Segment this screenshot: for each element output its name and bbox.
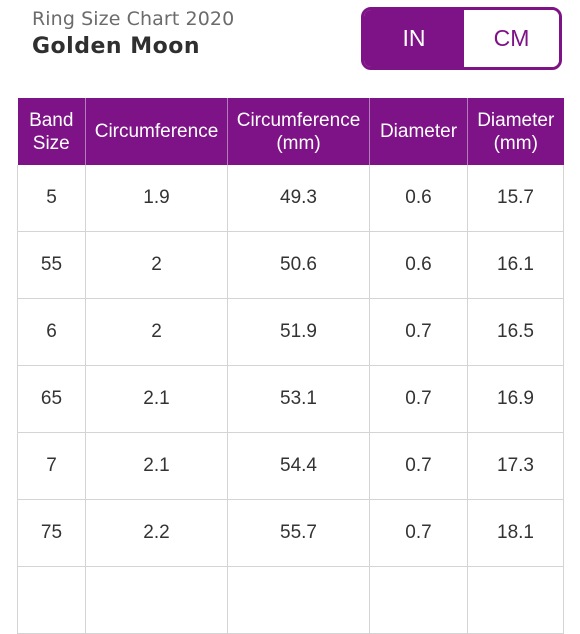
column-header-line: Diameter	[379, 121, 458, 142]
circumference-mm-cell: 55.7	[227, 499, 370, 567]
band-size-cell	[17, 566, 86, 634]
column-header-line: Diameter	[477, 109, 555, 131]
diameter-cell	[369, 566, 468, 634]
circumference-mm-cell	[227, 566, 370, 634]
column-header-line: (mm)	[493, 132, 538, 154]
circumference-mm-cell: 49.3	[227, 165, 370, 232]
circumference-cell	[85, 566, 228, 634]
circumference-cell: 2	[85, 298, 228, 366]
table-row	[17, 566, 564, 634]
band-size-cell: 55	[17, 231, 86, 299]
circumference-cell: 2.1	[85, 365, 228, 433]
diameter-mm-cell	[467, 566, 564, 634]
column-header-line: Band	[29, 109, 74, 131]
diameter-cell: 0.6	[369, 231, 468, 299]
band-size-cell: 7	[17, 432, 86, 500]
band-size-cell: 6	[17, 298, 86, 366]
column-header-line: Circumference	[236, 109, 361, 131]
circumference-cell: 2.1	[85, 432, 228, 500]
diameter-mm-cell: 16.5	[467, 298, 564, 366]
table-row: 5 1.9 49.3 0.6 15.7	[17, 165, 564, 232]
diameter-cell: 0.7	[369, 499, 468, 567]
circumference-mm-cell: 54.4	[227, 432, 370, 500]
chart-subtitle: Ring Size Chart 2020	[32, 8, 235, 30]
table-body: 5 1.9 49.3 0.6 15.7 55 2 50.6 0.6 16.1 6 2 51.9 0.7 16…	[17, 165, 564, 634]
band-size-cell: 65	[17, 365, 86, 433]
diameter-cell: 0.6	[369, 165, 468, 232]
page-header: Ring Size Chart 2020 Golden Moon	[32, 6, 234, 62]
diameter-cell: 0.7	[369, 432, 468, 500]
circumference-mm-header: Circumference (mm)	[227, 98, 370, 165]
circumference-mm-cell: 53.1	[227, 365, 370, 433]
circumference-mm-cell: 50.6	[227, 231, 370, 299]
diameter-mm-cell: 17.3	[467, 432, 564, 500]
unit-in-button[interactable]: IN	[364, 10, 464, 67]
diameter-cell: 0.7	[369, 365, 468, 433]
brand-title: Golden Moon	[32, 34, 200, 59]
table-row: 75 2.2 55.7 0.7 18.1	[17, 499, 564, 567]
circumference-header: Circumference	[85, 98, 228, 165]
column-header-line: (mm)	[276, 132, 321, 154]
table-row: 7 2.1 54.4 0.7 17.3	[17, 432, 564, 500]
table-row: 6 2 51.9 0.7 16.5	[17, 298, 564, 366]
ring-size-table: Band Size Circumference Circumference (mm) Di…	[17, 98, 564, 634]
band-size-cell: 75	[17, 499, 86, 567]
circumference-cell: 2.2	[85, 499, 228, 567]
column-header-line: Circumference	[94, 121, 219, 142]
circumference-cell: 1.9	[85, 165, 228, 232]
column-header-line: Size	[32, 132, 70, 154]
unit-cm-button[interactable]: CM	[464, 10, 559, 67]
diameter-mm-cell: 16.9	[467, 365, 564, 433]
diameter-cell: 0.7	[369, 298, 468, 366]
diameter-mm-cell: 18.1	[467, 499, 564, 567]
circumference-cell: 2	[85, 231, 228, 299]
table-row: 65 2.1 53.1 0.7 16.9	[17, 365, 564, 433]
diameter-mm-cell: 15.7	[467, 165, 564, 232]
circumference-mm-cell: 51.9	[227, 298, 370, 366]
table-header-row: Band Size Circumference Circumference (mm) Di…	[17, 98, 564, 165]
diameter-mm-cell: 16.1	[467, 231, 564, 299]
table-row: 55 2 50.6 0.6 16.1	[17, 231, 564, 299]
band-size-cell: 5	[17, 165, 86, 232]
diameter-mm-header: Diameter (mm)	[467, 98, 564, 165]
diameter-header: Diameter	[369, 98, 468, 165]
unit-toggle: IN CM	[361, 7, 562, 70]
band-size-header: Band Size	[17, 98, 86, 165]
